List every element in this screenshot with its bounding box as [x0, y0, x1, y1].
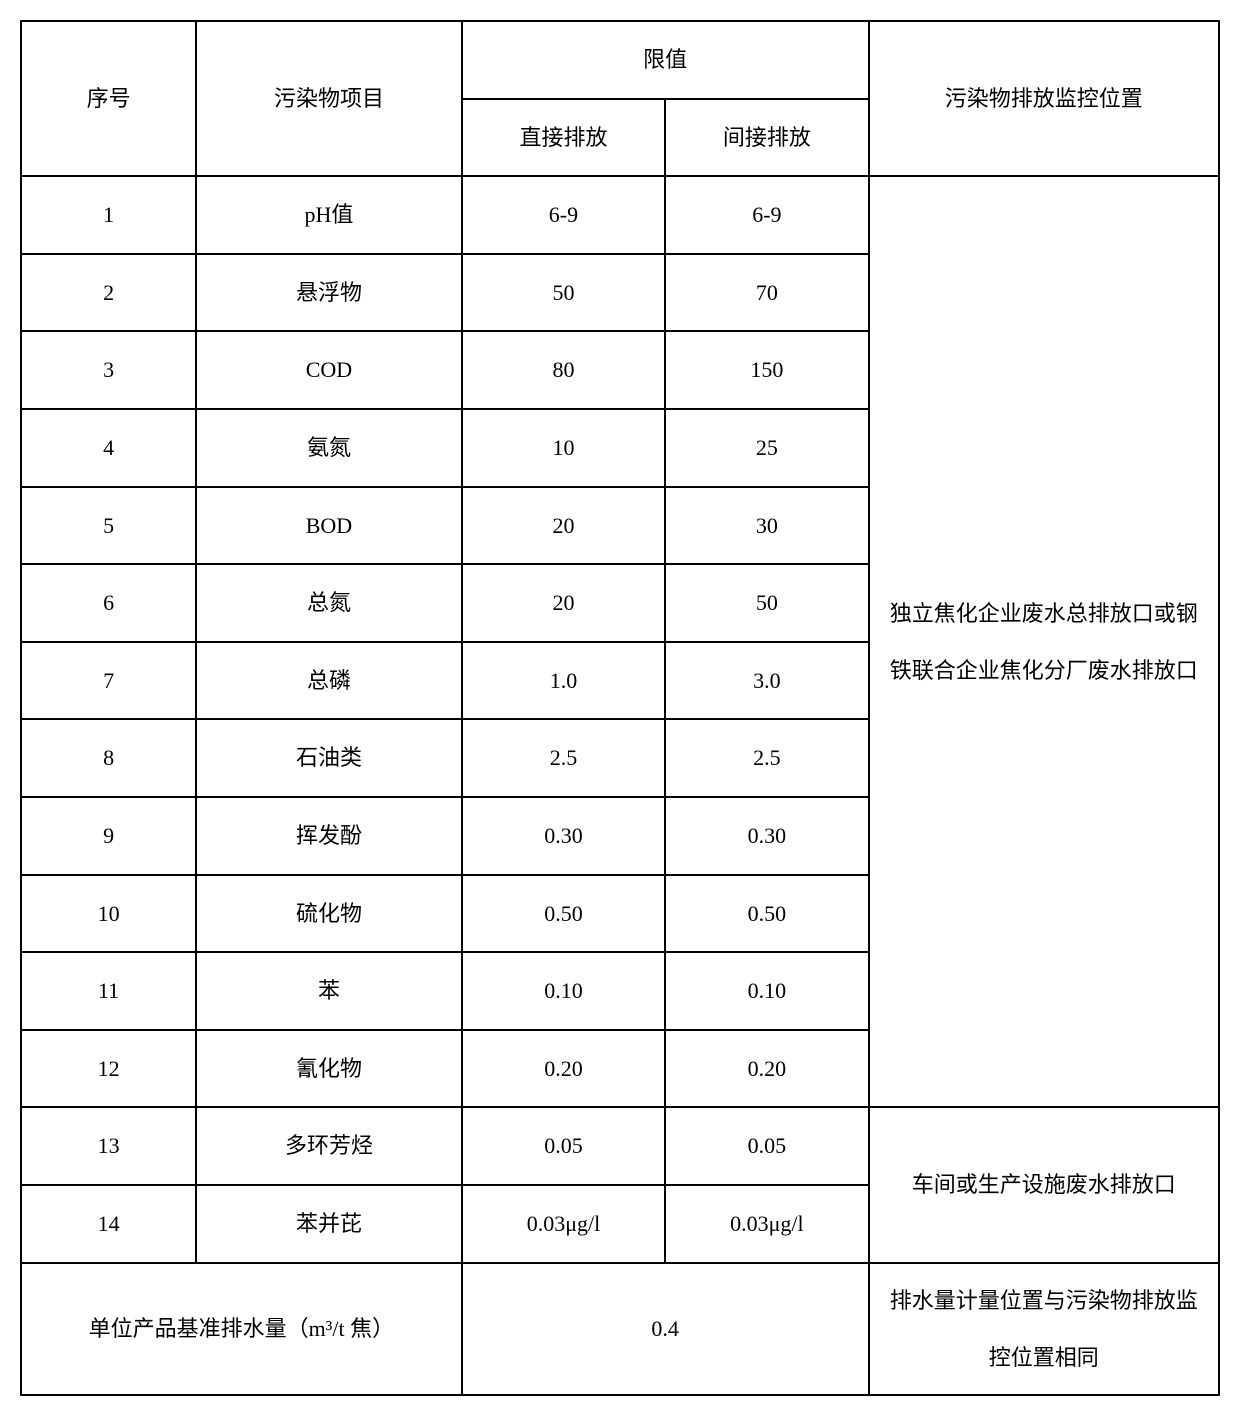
cell-seq: 6	[21, 564, 196, 642]
cell-seq: 12	[21, 1030, 196, 1108]
cell-indirect: 0.50	[665, 875, 868, 953]
footer-location: 排水量计量位置与污染物排放监控位置相同	[869, 1263, 1219, 1395]
cell-direct: 0.05	[462, 1107, 665, 1185]
cell-seq: 14	[21, 1185, 196, 1263]
cell-indirect: 0.03μg/l	[665, 1185, 868, 1263]
cell-indirect: 30	[665, 487, 868, 565]
cell-item: 苯	[196, 952, 462, 1030]
cell-indirect: 0.05	[665, 1107, 868, 1185]
cell-location-group1: 独立焦化企业废水总排放口或钢铁联合企业焦化分厂废水排放口	[869, 176, 1219, 1107]
cell-direct: 2.5	[462, 719, 665, 797]
cell-direct: 0.10	[462, 952, 665, 1030]
cell-indirect: 150	[665, 331, 868, 409]
cell-direct: 80	[462, 331, 665, 409]
cell-item: 悬浮物	[196, 254, 462, 332]
table-row: 1 pH值 6-9 6-9 独立焦化企业废水总排放口或钢铁联合企业焦化分厂废水排…	[21, 176, 1219, 254]
cell-seq: 1	[21, 176, 196, 254]
cell-seq: 10	[21, 875, 196, 953]
pollutant-limits-table: 序号 污染物项目 限值 污染物排放监控位置 直接排放 间接排放 1 pH值 6-…	[20, 20, 1220, 1396]
cell-direct: 20	[462, 564, 665, 642]
cell-item: 总氮	[196, 564, 462, 642]
cell-direct: 6-9	[462, 176, 665, 254]
cell-indirect: 50	[665, 564, 868, 642]
cell-indirect: 0.10	[665, 952, 868, 1030]
header-location: 污染物排放监控位置	[869, 21, 1219, 176]
cell-indirect: 70	[665, 254, 868, 332]
cell-direct: 0.20	[462, 1030, 665, 1108]
header-indirect: 间接排放	[665, 99, 868, 177]
footer-row: 单位产品基准排水量（m³/t 焦） 0.4 排水量计量位置与污染物排放监控位置相…	[21, 1263, 1219, 1395]
cell-item: 氨氮	[196, 409, 462, 487]
cell-indirect: 25	[665, 409, 868, 487]
cell-item: 多环芳烃	[196, 1107, 462, 1185]
cell-item: 石油类	[196, 719, 462, 797]
cell-direct: 20	[462, 487, 665, 565]
header-item: 污染物项目	[196, 21, 462, 176]
cell-indirect: 0.20	[665, 1030, 868, 1108]
cell-indirect: 6-9	[665, 176, 868, 254]
cell-item: 苯并芘	[196, 1185, 462, 1263]
footer-label: 单位产品基准排水量（m³/t 焦）	[21, 1263, 462, 1395]
header-direct: 直接排放	[462, 99, 665, 177]
cell-seq: 9	[21, 797, 196, 875]
cell-direct: 0.03μg/l	[462, 1185, 665, 1263]
cell-direct: 0.30	[462, 797, 665, 875]
cell-item: 氰化物	[196, 1030, 462, 1108]
cell-seq: 11	[21, 952, 196, 1030]
cell-seq: 4	[21, 409, 196, 487]
cell-direct: 10	[462, 409, 665, 487]
cell-seq: 7	[21, 642, 196, 720]
cell-indirect: 0.30	[665, 797, 868, 875]
cell-location-group2: 车间或生产设施废水排放口	[869, 1107, 1219, 1262]
cell-direct: 0.50	[462, 875, 665, 953]
cell-item: COD	[196, 331, 462, 409]
cell-seq: 5	[21, 487, 196, 565]
cell-direct: 1.0	[462, 642, 665, 720]
header-limit-group: 限值	[462, 21, 869, 99]
cell-indirect: 2.5	[665, 719, 868, 797]
cell-item: 硫化物	[196, 875, 462, 953]
cell-item: pH值	[196, 176, 462, 254]
cell-item: BOD	[196, 487, 462, 565]
cell-seq: 2	[21, 254, 196, 332]
footer-value: 0.4	[462, 1263, 869, 1395]
cell-seq: 3	[21, 331, 196, 409]
cell-item: 总磷	[196, 642, 462, 720]
cell-indirect: 3.0	[665, 642, 868, 720]
cell-seq: 13	[21, 1107, 196, 1185]
cell-direct: 50	[462, 254, 665, 332]
cell-seq: 8	[21, 719, 196, 797]
header-seq: 序号	[21, 21, 196, 176]
table-row: 13 多环芳烃 0.05 0.05 车间或生产设施废水排放口	[21, 1107, 1219, 1185]
header-row-1: 序号 污染物项目 限值 污染物排放监控位置	[21, 21, 1219, 99]
cell-item: 挥发酚	[196, 797, 462, 875]
